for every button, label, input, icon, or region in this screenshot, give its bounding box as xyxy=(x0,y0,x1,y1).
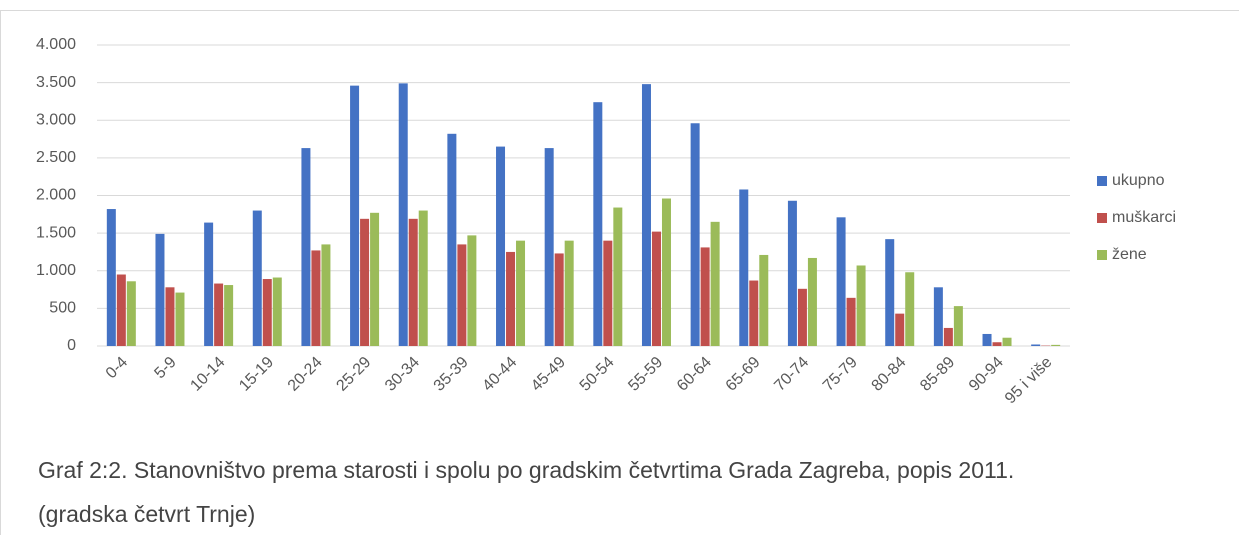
x-tick-label: 55-59 xyxy=(625,354,666,395)
bar xyxy=(496,146,506,346)
bar xyxy=(943,327,953,346)
bar xyxy=(311,250,321,346)
x-tick-label: 80-84 xyxy=(869,354,910,395)
y-tick-label: 4.000 xyxy=(36,36,76,53)
y-tick-label: 2.500 xyxy=(36,149,76,166)
bar xyxy=(301,148,311,346)
bar xyxy=(321,244,331,346)
x-tick-label: 10-14 xyxy=(187,354,228,395)
bar xyxy=(953,306,963,346)
legend-label: žene xyxy=(1112,246,1147,263)
x-tick-label: 45-49 xyxy=(528,354,569,395)
x-tick-label: 60-64 xyxy=(674,354,715,395)
x-tick-label: 50-54 xyxy=(577,354,618,395)
bar xyxy=(759,254,769,346)
bar xyxy=(641,84,651,346)
bar xyxy=(544,148,554,346)
bar xyxy=(1031,344,1041,346)
bar xyxy=(224,285,234,346)
bar xyxy=(895,313,905,346)
bar xyxy=(613,207,623,346)
bar xyxy=(155,233,165,346)
bar xyxy=(106,209,116,346)
caption: Graf 2:2. Stanovništvo prema starosti i … xyxy=(38,457,1015,527)
bar xyxy=(700,247,710,346)
x-tick-label: 85-89 xyxy=(917,354,958,395)
bar xyxy=(516,240,526,346)
x-tick-label: 95 i više xyxy=(1002,354,1056,408)
bar xyxy=(933,287,943,346)
x-tick-label: 75-79 xyxy=(820,354,861,395)
x-tick-label: 90-94 xyxy=(966,354,1007,395)
bar xyxy=(467,235,477,346)
bar xyxy=(175,292,185,346)
bar xyxy=(457,244,467,346)
bar xyxy=(593,102,603,346)
frame xyxy=(0,10,1239,535)
bar xyxy=(651,231,661,346)
bar xyxy=(126,281,136,346)
bar xyxy=(710,221,720,346)
x-tick-label: 20-24 xyxy=(285,354,326,395)
bar xyxy=(272,277,282,346)
y-tick-label: 500 xyxy=(49,300,76,317)
bar xyxy=(262,279,272,346)
y-tick-label: 0 xyxy=(67,337,76,354)
bar xyxy=(165,287,175,346)
bar xyxy=(992,342,1002,346)
x-tick-label: 35-39 xyxy=(431,354,472,395)
x-tick-label: 15-19 xyxy=(236,354,277,395)
bar xyxy=(116,274,126,346)
legend-label: muškarci xyxy=(1112,209,1176,226)
bar xyxy=(982,333,992,346)
x-tick-label: 70-74 xyxy=(771,354,812,395)
bar xyxy=(1002,337,1012,346)
bar xyxy=(603,240,613,346)
y-tick-label: 1.000 xyxy=(36,262,76,279)
bar xyxy=(797,288,807,346)
x-tick-label: 5-9 xyxy=(151,354,179,382)
legend-swatch xyxy=(1097,250,1107,260)
bar xyxy=(252,210,262,346)
x-tick-label: 65-69 xyxy=(723,354,764,395)
bar xyxy=(885,239,895,346)
bar xyxy=(661,198,671,346)
bar xyxy=(408,218,418,346)
bar xyxy=(554,253,564,346)
bar xyxy=(350,85,360,346)
bar xyxy=(564,240,574,346)
bar xyxy=(370,212,380,346)
bar xyxy=(214,283,224,346)
x-tick-label: 40-44 xyxy=(479,354,520,395)
legend-swatch xyxy=(1097,213,1107,223)
legend-label: ukupno xyxy=(1112,172,1165,189)
bar xyxy=(204,222,214,346)
y-tick-label: 3.000 xyxy=(36,111,76,128)
bar xyxy=(447,133,457,346)
y-tick-label: 1.500 xyxy=(36,224,76,241)
bar xyxy=(856,265,866,346)
bar xyxy=(506,251,516,346)
bar xyxy=(739,189,749,346)
x-tick-label: 30-34 xyxy=(382,354,423,395)
bar xyxy=(690,123,700,346)
bar xyxy=(846,297,856,346)
bar xyxy=(836,217,846,346)
bar xyxy=(360,218,370,346)
bar xyxy=(807,257,817,346)
x-tick-label: 25-29 xyxy=(333,354,374,395)
bar xyxy=(905,272,915,346)
bar xyxy=(398,83,408,346)
legend-swatch xyxy=(1097,176,1107,186)
x-tick-label: 0-4 xyxy=(103,354,131,382)
bar xyxy=(418,210,428,346)
bar xyxy=(1051,344,1061,346)
bar xyxy=(787,200,797,346)
y-tick-label: 3.500 xyxy=(36,74,76,91)
y-tick-label: 2.000 xyxy=(36,187,76,204)
bar xyxy=(749,280,759,346)
